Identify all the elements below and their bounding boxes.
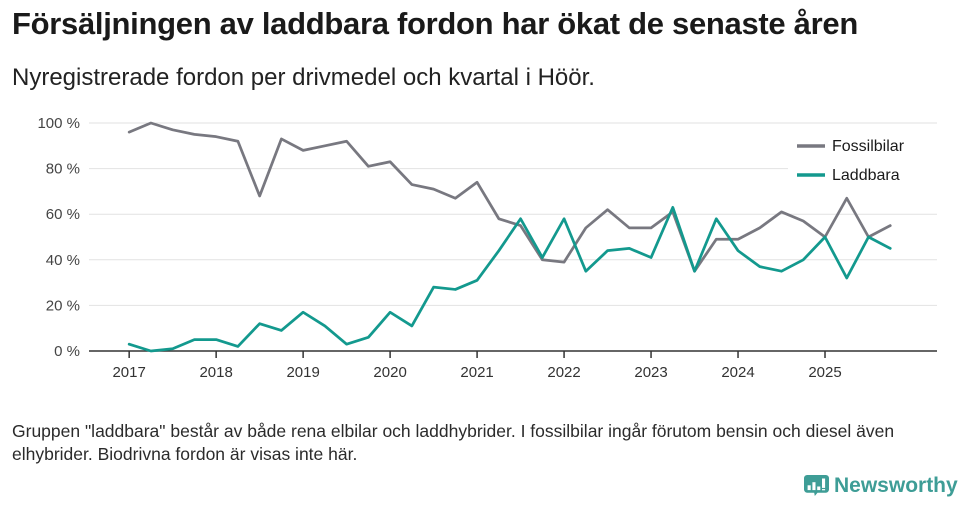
svg-text:Laddbara: Laddbara bbox=[832, 167, 900, 184]
svg-text:2022: 2022 bbox=[547, 364, 580, 381]
svg-text:40 %: 40 % bbox=[46, 252, 80, 269]
svg-text:Fossilbilar: Fossilbilar bbox=[832, 138, 905, 155]
svg-text:100 %: 100 % bbox=[37, 115, 80, 132]
svg-text:2019: 2019 bbox=[286, 364, 319, 381]
svg-text:2024: 2024 bbox=[721, 364, 754, 381]
svg-text:2023: 2023 bbox=[634, 364, 667, 381]
svg-text:60 %: 60 % bbox=[46, 206, 80, 223]
svg-text:20 %: 20 % bbox=[46, 297, 80, 314]
svg-text:80 %: 80 % bbox=[46, 161, 80, 178]
svg-text:2017: 2017 bbox=[112, 364, 145, 381]
svg-text:2018: 2018 bbox=[199, 364, 232, 381]
svg-text:2021: 2021 bbox=[460, 364, 493, 381]
svg-text:2025: 2025 bbox=[808, 364, 841, 381]
svg-text:2020: 2020 bbox=[373, 364, 406, 381]
svg-text:0 %: 0 % bbox=[54, 343, 80, 360]
